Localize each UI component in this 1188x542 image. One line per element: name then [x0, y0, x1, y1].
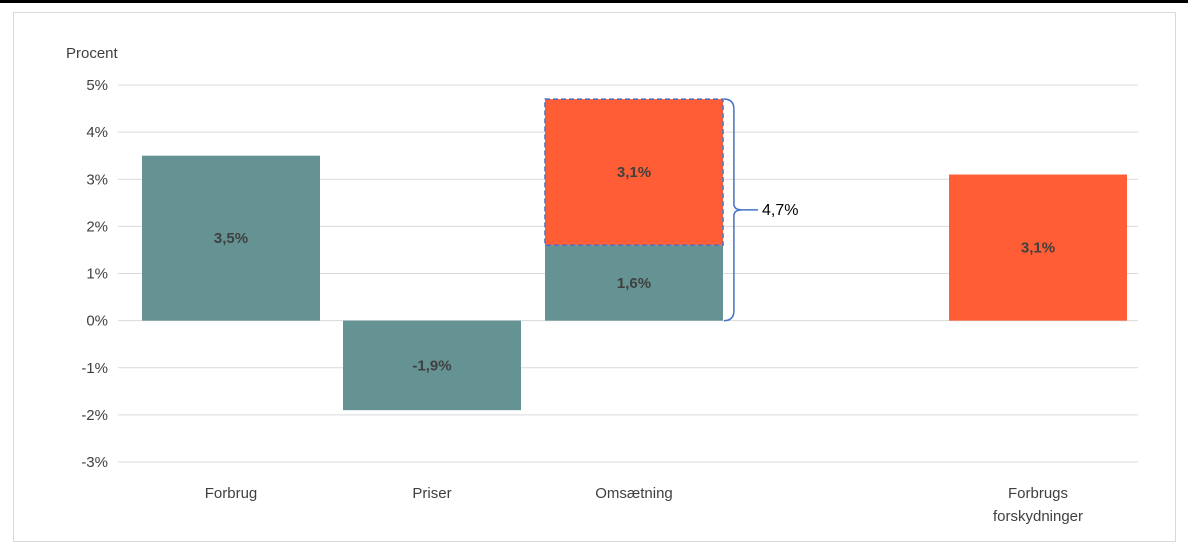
- category-label: forskydninger: [993, 508, 1083, 525]
- category-label: Priser: [412, 485, 451, 502]
- top-border-strip: [0, 0, 1188, 3]
- bar-value-label: 3,1%: [1021, 240, 1055, 257]
- brace-total-label: 4,7%: [762, 202, 798, 219]
- category-label: Forbrugs: [1008, 485, 1068, 502]
- chart-svg: Procent 5% 4% 3% 2% 1% 0% -1% -2% -3% 3,5% -1,9% 1…: [66, 45, 1138, 525]
- y-tick-label: 1%: [86, 266, 108, 283]
- bar-value-label: 1,6%: [617, 275, 651, 292]
- brace-annotation: 4,7%: [723, 98, 798, 322]
- y-tick-label: -2%: [81, 407, 108, 424]
- bar: [545, 245, 723, 321]
- bar-value-label: -1,9%: [412, 357, 451, 374]
- bar-labels: 3,5% -1,9% 1,6% 3,1% 3,1%: [214, 164, 1055, 374]
- bars: [142, 98, 1127, 411]
- y-axis-title: Procent: [66, 45, 119, 62]
- y-tick-label: 4%: [86, 124, 108, 141]
- y-tick-label: -3%: [81, 454, 108, 471]
- y-tick-label: -1%: [81, 360, 108, 377]
- category-label: Omsætning: [595, 485, 673, 502]
- bar-value-label: 3,5%: [214, 230, 248, 247]
- bar-value-label: 3,1%: [617, 164, 651, 181]
- y-tick-label: 5%: [86, 77, 108, 94]
- bar: [343, 320, 521, 411]
- y-tick-labels: 5% 4% 3% 2% 1% 0% -1% -2% -3%: [81, 77, 108, 471]
- y-tick-label: 0%: [86, 313, 108, 330]
- y-tick-label: 3%: [86, 171, 108, 188]
- y-tick-label: 2%: [86, 218, 108, 235]
- bar: [949, 174, 1127, 321]
- category-labels: Forbrug Priser Omsætning Forbrugs forskydnin…: [205, 485, 1083, 525]
- category-label: Forbrug: [205, 485, 258, 502]
- bar: [544, 98, 724, 246]
- bar: [142, 155, 320, 321]
